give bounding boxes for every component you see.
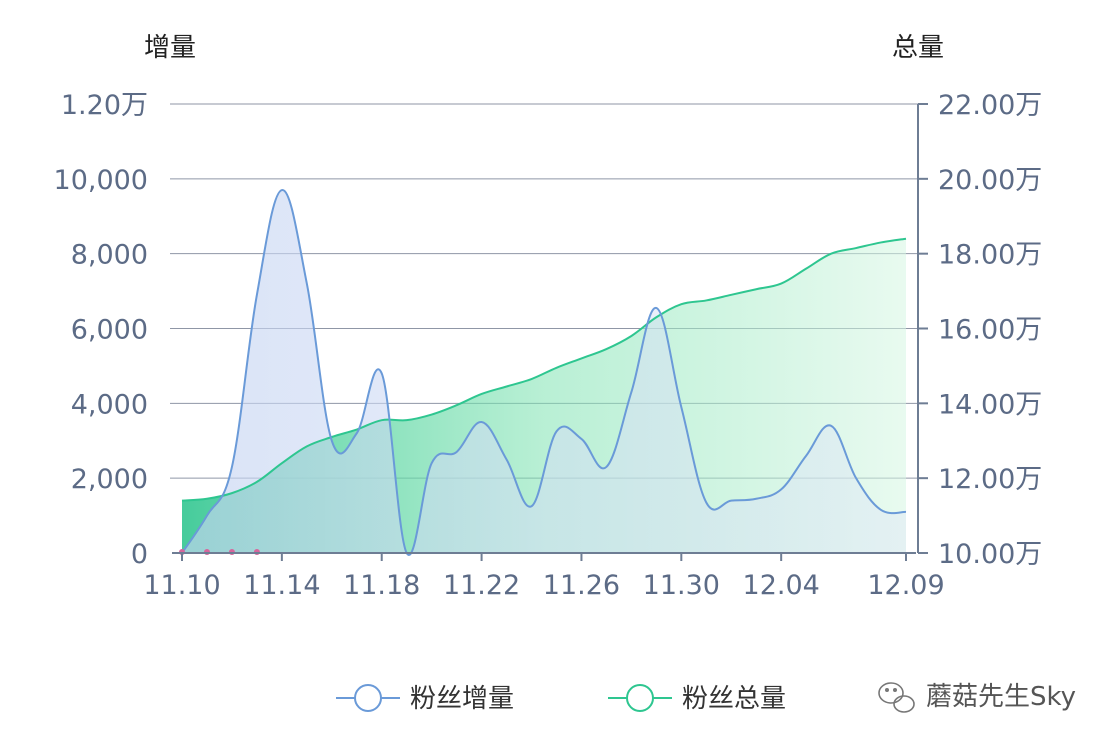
legend: 粉丝增量 粉丝总量	[336, 684, 786, 714]
legend-marker-series-2	[626, 684, 654, 712]
left-axis-ticks: 0 2,000 4,000 6,000 8,000 10,000 1.20万	[54, 90, 148, 570]
right-axis-title: 总量	[892, 33, 944, 63]
right-tick-label: 14.00万	[938, 389, 1042, 420]
x-axis-ticks: 11.10 11.14 11.18 11.22 11.26 11.30 12.04 12.09	[143, 553, 945, 601]
wechat-icon	[878, 682, 915, 713]
legend-label-series-2: 粉丝总量	[682, 684, 786, 714]
legend-marker-series-1	[354, 684, 382, 712]
axis-layer	[172, 103, 928, 554]
left-tick-label: 1.20万	[61, 90, 148, 121]
watermark-text: 蘑菇先生Sky	[926, 682, 1076, 712]
x-tick-label: 11.30	[643, 570, 720, 601]
left-tick-label: 2,000	[71, 464, 148, 495]
right-tick-label: 18.00万	[938, 240, 1042, 271]
left-tick-label: 0	[131, 539, 148, 570]
left-axis-title: 增量	[144, 33, 196, 63]
x-tick-label: 11.10	[143, 570, 220, 601]
legend-label-series-1: 粉丝增量	[410, 684, 514, 714]
right-tick-label: 22.00万	[938, 90, 1042, 121]
x-tick-label: 12.04	[743, 570, 820, 601]
x-tick-label: 12.09	[867, 570, 944, 601]
right-tick-label: 16.00万	[938, 315, 1042, 346]
right-tick-label: 10.00万	[938, 539, 1042, 570]
x-tick-label: 11.14	[243, 570, 320, 601]
series-1-line	[181, 189, 907, 556]
left-tick-label: 8,000	[71, 240, 148, 271]
x-tick-label: 11.26	[543, 570, 620, 601]
right-axis-ticks: 10.00万 12.00万 14.00万 16.00万 18.00万 20.00万 22.0…	[938, 90, 1042, 570]
x-tick-label: 11.18	[343, 570, 420, 601]
series-2-line	[181, 237, 907, 502]
watermark: 蘑菇先生Sky	[878, 682, 1076, 713]
right-tick-label: 20.00万	[938, 165, 1042, 196]
left-tick-label: 10,000	[54, 165, 148, 196]
left-tick-label: 4,000	[71, 389, 148, 420]
legend-item-series-2[interactable]: 粉丝总量	[608, 684, 786, 714]
area-layer	[182, 189, 906, 555]
right-tick-label: 12.00万	[938, 464, 1042, 495]
left-tick-label: 6,000	[71, 315, 148, 346]
series-1-area	[182, 189, 906, 555]
x-tick-label: 11.22	[443, 570, 520, 601]
legend-item-series-1[interactable]: 粉丝增量	[336, 684, 514, 714]
